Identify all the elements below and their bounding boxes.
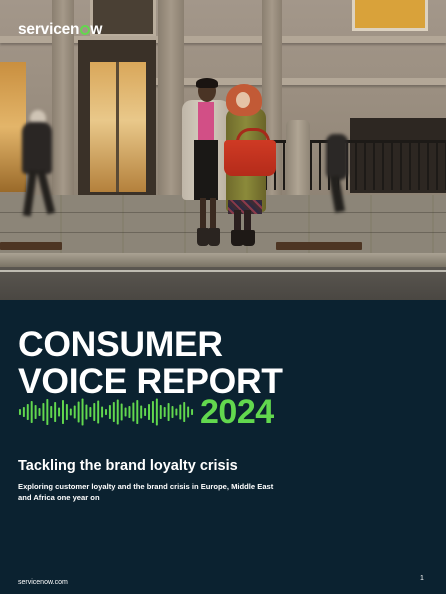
title-line-1: CONSUMER [18, 324, 223, 364]
title-line-2: VOICE REPORT [18, 361, 283, 401]
waveform-bar [38, 408, 41, 416]
waveform-bar [112, 402, 115, 422]
waveform-bar [73, 405, 76, 419]
report-year: 2024 [200, 393, 274, 431]
iron-railing [256, 140, 446, 190]
logo-text-suffix: w [90, 21, 103, 38]
waveform-bar [108, 405, 111, 419]
footer-url: servicenow.com [18, 579, 68, 586]
report-subtitle: Tackling the brand loyalty crisis [18, 458, 238, 474]
waveform-bar [34, 405, 37, 419]
waveform-bar [148, 404, 150, 420]
logo-o-ring-icon [79, 24, 90, 35]
waveform-bar [42, 403, 45, 421]
waveform-bar [179, 404, 182, 420]
waveform-bar [22, 407, 25, 417]
waveform-bar [191, 409, 194, 415]
waveform-bar [97, 400, 100, 424]
logo-text-prefix: servicen [18, 21, 80, 38]
waveform-bar [128, 406, 131, 418]
page-number: 1 [420, 575, 424, 582]
waveform-bar [124, 407, 127, 417]
curb [0, 253, 446, 267]
waveform-bar [50, 406, 53, 418]
report-title: CONSUMER VOICE REPORT [18, 326, 283, 400]
shop-window [0, 62, 26, 192]
waveform-bar [159, 405, 162, 419]
waveform-bar [140, 405, 143, 419]
waveform-bar [171, 406, 174, 418]
red-handbag [224, 140, 276, 176]
waveform-bar [187, 406, 190, 418]
waveform-bar [120, 403, 123, 421]
waveform-bar [136, 400, 139, 424]
waveform-bar [65, 404, 68, 420]
waveform-bar [62, 400, 64, 424]
waveform-bar [81, 398, 84, 426]
waveform-bar [18, 409, 21, 415]
waveform-bar [144, 408, 147, 416]
waveform-bar [183, 402, 186, 422]
waveform-bar [116, 399, 119, 425]
waveform-bar [132, 402, 135, 422]
servicenow-logo: servicen w [18, 21, 102, 39]
waveform-bar [151, 401, 154, 423]
waveform-bar [26, 404, 29, 420]
waveform-bar [105, 409, 107, 415]
waveform-bar [175, 408, 178, 416]
waveform-bar [93, 403, 96, 421]
audio-waveform-icon [18, 398, 194, 426]
road [0, 267, 446, 300]
waveform-bar [46, 399, 49, 425]
waveform-bar [58, 407, 61, 417]
upper-window [352, 0, 428, 31]
waveform-bar [89, 407, 92, 417]
pavement [0, 195, 446, 255]
waveform-bar [163, 407, 166, 417]
waveform-bar [101, 406, 104, 418]
waveform-bar [155, 398, 158, 426]
waveform-bar [167, 403, 170, 421]
street-scene-photo: servicen w [0, 0, 446, 300]
cover-text-panel [0, 300, 446, 594]
waveform-bar [69, 408, 72, 416]
waveform-bar [77, 401, 80, 423]
waveform-bar [30, 401, 33, 423]
waveform-bar [85, 404, 88, 420]
waveform-bar [54, 402, 57, 422]
report-description: Exploring customer loyalty and the brand… [18, 482, 274, 502]
